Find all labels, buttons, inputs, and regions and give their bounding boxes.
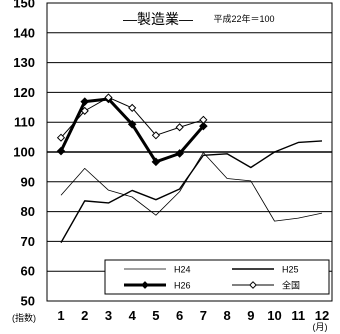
- legend-box: [104, 259, 330, 295]
- data-point-全国: [151, 131, 161, 140]
- data-point-全国: [128, 103, 137, 113]
- y-tick-label: 100: [13, 145, 35, 160]
- y-tick-label: 80: [21, 204, 35, 219]
- series-H25: [60, 140, 323, 243]
- y-tick-label: 50: [21, 294, 35, 309]
- chart-subtitle: 平成22年＝100: [213, 13, 274, 24]
- legend-items: H24 H25 H26 全国: [124, 265, 300, 291]
- data-point-H26: [80, 97, 90, 106]
- legend-item-全国: 全国: [232, 280, 300, 291]
- x-tick-label: 6: [176, 308, 183, 323]
- x-tick-label: 1: [57, 308, 64, 323]
- y-tick-label: 60: [21, 264, 35, 279]
- data-point-H26: [199, 121, 208, 131]
- x-axis-ticks: 1 2 3 4 5 6 7 8 9 10 11 12: [57, 308, 329, 323]
- y-tick-label: 90: [21, 174, 35, 189]
- x-tick-label: 11: [291, 308, 305, 323]
- x-tick-label: 8: [223, 308, 230, 323]
- y-tick-label: 70: [21, 234, 35, 249]
- y-tick-label: 150: [13, 0, 35, 11]
- legend-label: H26: [174, 281, 191, 291]
- y-axis-ticks: 50 60 70 80 90 100 110 120 130 140 150: [13, 0, 35, 309]
- x-tick-label: 2: [81, 308, 88, 323]
- data-point-H26: [151, 157, 161, 167]
- y-tick-label: 120: [13, 85, 35, 100]
- series-line-H24: [60, 152, 323, 222]
- data-point-全国: [80, 106, 89, 115]
- x-tick-label: 7: [200, 308, 207, 323]
- series: [56, 93, 323, 243]
- legend-item-H26: H26: [124, 281, 191, 291]
- x-tick-label: 5: [152, 308, 159, 323]
- data-point-H26: [175, 149, 184, 158]
- y-unit-label: (指数): [12, 312, 36, 323]
- legend-item-H25: H25: [232, 265, 299, 275]
- legend: H24 H25 H26 全国: [104, 259, 330, 295]
- data-point-全国: [199, 115, 208, 124]
- legend-item-H24: H24: [124, 265, 191, 275]
- x-tick-label: 4: [129, 308, 137, 323]
- data-point-全国: [56, 133, 66, 142]
- series-全国: [56, 93, 208, 142]
- legend-label: 全国: [282, 280, 300, 291]
- data-point-全国: [104, 93, 113, 102]
- x-unit-label: (月): [313, 322, 328, 332]
- series-line-H25: [60, 140, 323, 243]
- x-tick-label: 12: [315, 308, 329, 323]
- y-tick-label: 140: [13, 25, 35, 40]
- data-point-全国: [175, 123, 184, 132]
- data-point-H26: [127, 119, 137, 129]
- legend-label: H25: [282, 265, 299, 275]
- x-tick-label: 10: [267, 308, 281, 323]
- y-tick-label: 110: [14, 115, 35, 130]
- series-H24: [60, 152, 323, 222]
- legend-marker: [249, 281, 257, 289]
- y-tick-label: 130: [13, 55, 35, 70]
- legend-marker: [141, 281, 149, 289]
- gridlines: [47, 32, 332, 272]
- data-point-H26: [56, 146, 66, 156]
- legend-label: H24: [174, 265, 191, 275]
- chart-title: —製造業—: [123, 11, 193, 27]
- x-tick-label: 9: [247, 308, 254, 323]
- plot-frame: [46, 2, 333, 302]
- x-tick-label: 3: [105, 308, 112, 323]
